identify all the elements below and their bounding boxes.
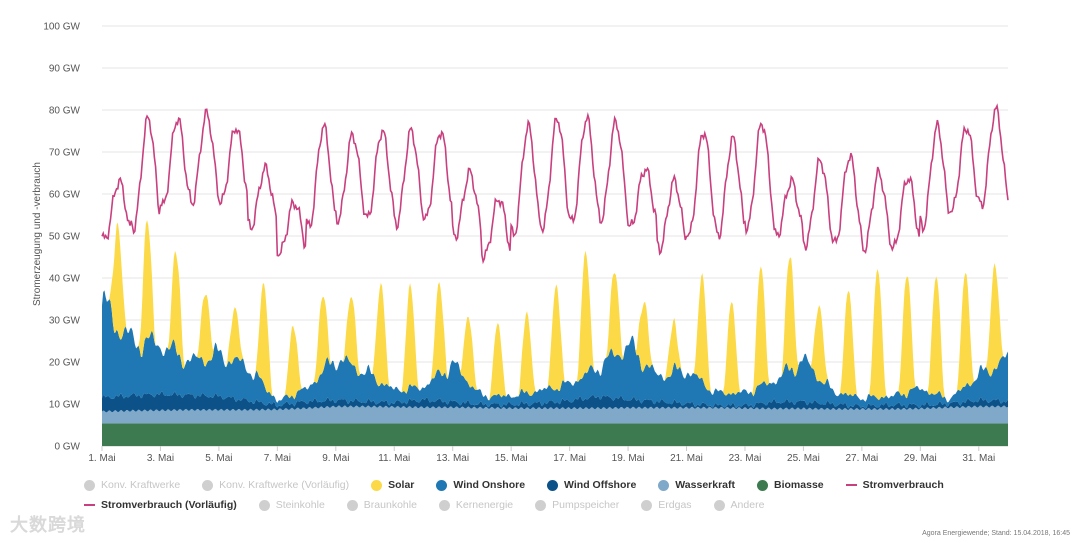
legend-label: Andere: [730, 499, 765, 511]
area-wind-onshore: [102, 290, 1008, 409]
legend-item-wind-onshore[interactable]: Wind Onshore: [436, 479, 525, 491]
legend-item-wind-offshore[interactable]: Wind Offshore: [547, 479, 636, 491]
legend-row-1: Konv. Kraftwerke Konv. Kraftwerke (Vorlä…: [84, 475, 1044, 495]
chart-area: 0 GW 10 GW 20 GW 30 GW 40 GW 50 GW 60 GW 70 GW 8…: [32, 22, 1009, 464]
legend-dot-icon: [757, 479, 769, 491]
x-tick-label: 3. Mai: [147, 453, 174, 464]
legend-item-erdgas[interactable]: Erdgas: [641, 499, 692, 511]
legend-item-stromverbrauch[interactable]: Stromverbrauch: [845, 479, 944, 491]
x-tick-label: 9. Mai: [322, 453, 349, 464]
x-tick-label: 15. Mai: [495, 453, 528, 464]
legend-item-braunkohle[interactable]: Braunkohle: [346, 499, 417, 511]
legend-dot-icon: [371, 479, 383, 491]
legend-label: Biomasse: [774, 479, 824, 491]
x-tick-label: 29. Mai: [904, 453, 937, 464]
legend-label: Kernenergie: [455, 499, 514, 511]
legend-label: Konv. Kraftwerke (Vorläufig): [219, 479, 350, 491]
legend-item-konv-kraftwerke[interactable]: Konv. Kraftwerke: [84, 479, 180, 491]
legend-dot-icon: [713, 499, 725, 511]
x-axis: 1. Mai 3. Mai 5. Mai 7. Mai 9. Mai 11. Mai 13.…: [88, 446, 995, 464]
legend-dot-icon: [438, 499, 450, 511]
legend-item-andere[interactable]: Andere: [713, 499, 765, 511]
y-tick-label: 100 GW: [43, 22, 80, 33]
x-tick-label: 19. Mai: [612, 453, 645, 464]
legend-dot-icon: [346, 499, 358, 511]
x-tick-label: 1. Mai: [88, 453, 115, 464]
y-tick-label: 40 GW: [49, 274, 81, 285]
legend-label: Stromverbrauch (Vorläufig): [101, 499, 237, 511]
legend-label: Wasserkraft: [675, 479, 736, 491]
legend-dot-icon: [535, 499, 547, 511]
legend-item-konv-kraftwerke-vorlaeufig[interactable]: Konv. Kraftwerke (Vorläufig): [202, 479, 349, 491]
y-axis-label: Stromerzeugung und -verbrauch: [32, 162, 43, 306]
legend-item-steinkohle[interactable]: Steinkohle: [258, 499, 325, 511]
y-tick-label: 80 GW: [49, 106, 81, 117]
x-tick-label: 23. Mai: [729, 453, 762, 464]
x-tick-label: 7. Mai: [264, 453, 291, 464]
y-tick-label: 0 GW: [54, 442, 80, 453]
y-tick-label: 90 GW: [49, 64, 81, 75]
legend-item-wasserkraft[interactable]: Wasserkraft: [658, 479, 735, 491]
legend-dash-icon: [84, 504, 95, 506]
y-tick-label: 50 GW: [49, 232, 81, 243]
source-credit: Agora Energiewende; Stand: 15.04.2018, 1…: [922, 530, 1070, 537]
legend-label: Braunkohle: [363, 499, 417, 511]
legend-label: Wind Onshore: [453, 479, 526, 491]
area-solar: [102, 220, 1008, 403]
y-tick-label: 20 GW: [49, 358, 81, 369]
watermark: 大数跨境: [10, 515, 86, 535]
y-axis: 0 GW 10 GW 20 GW 30 GW 40 GW 50 GW 60 GW 70 GW 8…: [43, 22, 80, 453]
legend-dot-icon: [84, 479, 95, 491]
x-tick-label: 11. Mai: [378, 453, 410, 464]
legend-dot-icon: [202, 479, 214, 491]
area-wind-offshore: [102, 391, 1008, 413]
legend-item-stromverbrauch-vorlaeufig[interactable]: Stromverbrauch (Vorläufig): [84, 499, 237, 511]
legend-dot-icon: [658, 479, 670, 491]
legend-label: Erdgas: [658, 499, 692, 511]
y-tick-label: 30 GW: [49, 316, 81, 327]
legend-label: Wind Offshore: [564, 479, 637, 491]
legend-item-pumpspeicher[interactable]: Pumpspeicher: [535, 499, 619, 511]
y-tick-label: 70 GW: [49, 148, 81, 159]
y-tick-label: 10 GW: [49, 400, 81, 411]
area-wasserkraft: [102, 405, 1008, 424]
data-areas: [102, 220, 1008, 446]
legend-item-biomasse[interactable]: Biomasse: [757, 479, 824, 491]
legend-label: Stromverbrauch: [862, 479, 944, 491]
x-tick-label: 31. Mai: [962, 453, 995, 464]
legend-dot-icon: [641, 499, 653, 511]
line-stromverbrauch: [101, 103, 1009, 265]
y-tick-label: 60 GW: [49, 190, 81, 201]
legend-item-kernenergie[interactable]: Kernenergie: [438, 499, 514, 511]
data-lines: [101, 103, 1009, 265]
x-tick-label: 17. Mai: [553, 453, 586, 464]
legend-dot-icon: [258, 499, 270, 511]
x-tick-label: 13. Mai: [436, 453, 469, 464]
legend-label: Solar: [388, 479, 415, 491]
x-tick-label: 5. Mai: [205, 453, 232, 464]
legend-label: Konv. Kraftwerke: [101, 479, 181, 491]
legend-label: Pumpspeicher: [552, 499, 620, 511]
legend-item-solar[interactable]: Solar: [371, 479, 414, 491]
legend: Konv. Kraftwerke Konv. Kraftwerke (Vorlä…: [84, 475, 1044, 515]
area-biomasse: [102, 423, 1008, 446]
x-tick-label: 27. Mai: [845, 453, 878, 464]
legend-dot-icon: [436, 479, 448, 491]
legend-line-icon: [845, 484, 857, 486]
x-tick-label: 21. Mai: [670, 453, 703, 464]
legend-row-2: Stromverbrauch (Vorläufig) Steinkohle Br…: [84, 495, 1044, 515]
legend-dot-icon: [547, 479, 559, 491]
x-tick-label: 25. Mai: [787, 453, 820, 464]
legend-label: Steinkohle: [275, 499, 325, 511]
